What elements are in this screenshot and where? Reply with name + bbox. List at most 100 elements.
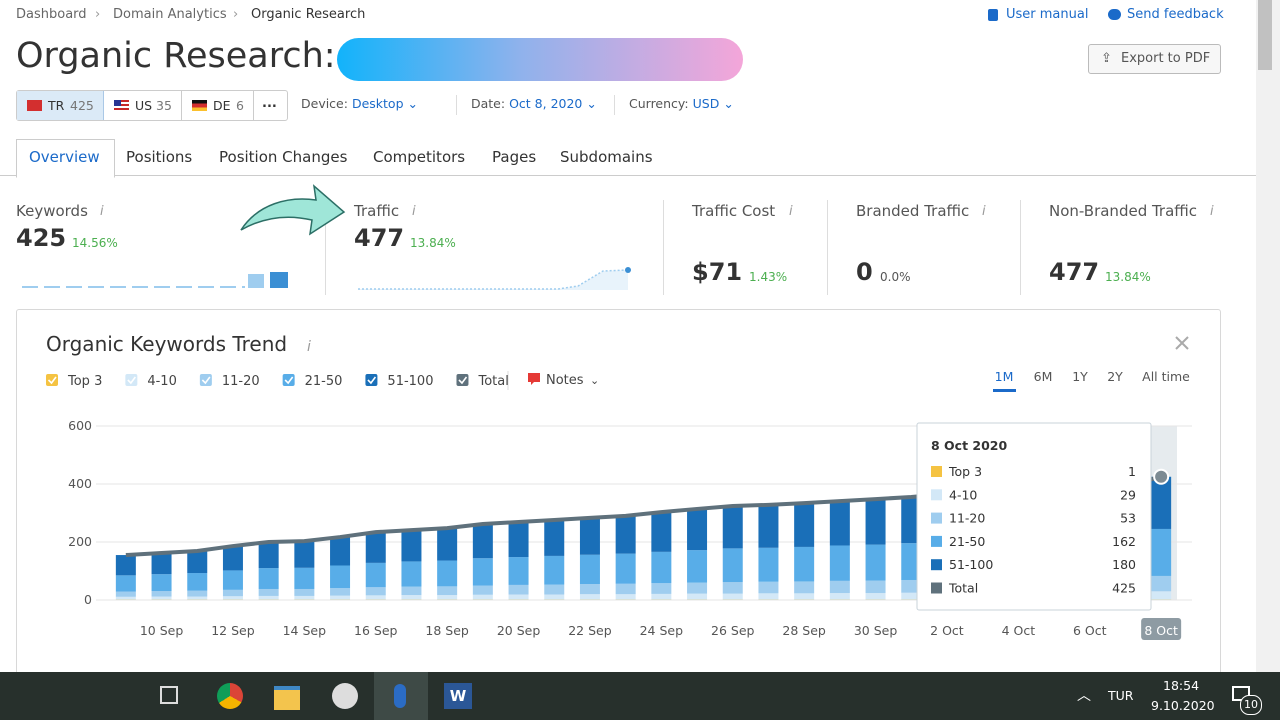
currency-filter[interactable]: Currency: USD ⌄: [629, 96, 734, 111]
bar-segment: [222, 570, 243, 590]
period-button[interactable]: All time: [1142, 369, 1190, 384]
db-de[interactable]: DE 6: [182, 91, 254, 120]
period-button[interactable]: 6M: [1034, 369, 1053, 384]
bar-segment: [294, 588, 315, 596]
info-icon[interactable]: i: [1210, 204, 1214, 219]
bar-segment: [437, 595, 458, 600]
tray-arrow[interactable]: ︿: [1077, 688, 1091, 704]
date-filter[interactable]: Date: Oct 8, 2020 ⌄: [471, 96, 597, 111]
clock-time[interactable]: 18:54: [1163, 678, 1200, 693]
metric-label: Branded Traffic: [856, 202, 970, 220]
notification-count: 10: [1240, 695, 1262, 715]
arrow-shape: [240, 184, 346, 236]
metric-label: Traffic: [354, 202, 400, 220]
legend-check: [458, 376, 468, 385]
legend-label[interactable]: Total: [477, 374, 508, 389]
bar-segment: [401, 561, 422, 587]
tab[interactable]: Competitors: [373, 148, 466, 166]
bar-segment: [365, 595, 386, 600]
task-view[interactable]: [160, 686, 178, 704]
notes-button[interactable]: Notes: [546, 373, 584, 388]
legend-label[interactable]: 51-100: [387, 374, 433, 389]
info-icon[interactable]: i: [982, 204, 986, 219]
tab[interactable]: Position Changes: [219, 148, 348, 166]
info-icon[interactable]: i: [412, 204, 416, 219]
x-tick-label: 14 Sep: [283, 623, 327, 638]
metric-change: 0.0%: [880, 270, 911, 284]
bar-segment: [401, 530, 422, 562]
x-tick-label: 2 Oct: [930, 623, 964, 638]
chrome-icon[interactable]: [217, 683, 243, 709]
tab[interactable]: Positions: [126, 148, 193, 166]
spark-bar: [248, 274, 264, 288]
period-underline: [993, 389, 1016, 392]
metric-label: Keywords: [16, 202, 88, 220]
tooltip: 8 Oct 2020 Top 3 1 4-10 29 11-20 53 21-50 162 51-…: [916, 422, 1152, 611]
tooltip-value: 29: [1120, 487, 1136, 502]
metric-label: Non-Branded Traffic: [1049, 202, 1198, 220]
x-tick-label: 8 Oct: [1144, 623, 1178, 638]
redacted-domain: [337, 38, 743, 81]
tab[interactable]: Pages: [492, 148, 537, 166]
tooltip-swatch: [931, 535, 942, 547]
app-icon[interactable]: [332, 683, 358, 709]
user-manual-link[interactable]: User manual: [1006, 7, 1089, 22]
word-icon[interactable]: W: [444, 683, 472, 709]
db-us[interactable]: US 35: [104, 91, 182, 120]
device-filter[interactable]: Device: Desktop ⌄: [301, 96, 418, 111]
bar-segment: [829, 580, 850, 594]
bar-segment: [187, 573, 208, 591]
app-icon: [394, 684, 406, 708]
flag: [114, 100, 129, 111]
language[interactable]: TUR: [1108, 688, 1134, 703]
legend-label[interactable]: 11-20: [222, 374, 260, 389]
bar-segment: [579, 594, 600, 600]
tooltip-label: Top 3: [948, 464, 982, 479]
bar-segment: [401, 595, 422, 600]
tab[interactable]: Subdomains: [560, 148, 653, 166]
info-icon[interactable]: i: [307, 339, 311, 355]
db-tr[interactable]: TR 425: [17, 91, 104, 120]
bar-segment: [222, 596, 243, 600]
legend-label[interactable]: 21-50: [305, 374, 343, 389]
info-icon[interactable]: i: [789, 204, 793, 219]
close-button[interactable]: [1175, 336, 1189, 350]
tooltip-label: 4-10: [949, 487, 977, 502]
bar-segment: [615, 583, 636, 595]
explorer-icon[interactable]: [274, 686, 300, 710]
legend-check: [127, 376, 136, 385]
bar-segment: [687, 508, 708, 551]
x-tick-label: 4 Oct: [1002, 623, 1036, 638]
filter-label: Device:: [301, 96, 348, 111]
flag-canton: [114, 100, 121, 106]
metric-value: 0: [856, 258, 873, 286]
tab[interactable]: Overview: [29, 148, 100, 166]
bar-segment: [687, 550, 708, 583]
notes-icon: [528, 373, 540, 385]
scroll-thumb[interactable]: [1258, 0, 1272, 70]
db-code: TR: [48, 98, 65, 113]
feedback-link[interactable]: Send feedback: [1127, 7, 1224, 22]
period-button[interactable]: 2Y: [1107, 369, 1123, 384]
tooltip-swatch: [931, 489, 942, 501]
breadcrumb[interactable]: Domain Analytics: [113, 7, 227, 22]
y-tick-label: 200: [68, 534, 92, 549]
info-icon[interactable]: i: [100, 204, 104, 219]
tooltip-value: 425: [1112, 581, 1136, 596]
active-app[interactable]: [374, 672, 428, 720]
clock-date[interactable]: 9.10.2020: [1151, 698, 1215, 713]
legend-label[interactable]: Top 3: [67, 374, 102, 389]
hover-point: [1153, 468, 1170, 485]
legend-checkbox: [125, 374, 138, 386]
filter-value: USD: [692, 96, 720, 111]
legend-label[interactable]: 4-10: [147, 374, 177, 389]
x-tick-label: 26 Sep: [711, 623, 755, 638]
export-label: Export to PDF: [1121, 51, 1211, 66]
export-button[interactable]: ⇪ Export to PDF: [1088, 44, 1221, 74]
x-tick-label: 30 Sep: [854, 623, 898, 638]
db-more[interactable]: ...: [262, 96, 277, 111]
breadcrumb[interactable]: Dashboard: [16, 7, 87, 22]
period-button[interactable]: 1Y: [1072, 369, 1088, 384]
bar-segment: [758, 593, 779, 600]
period-button[interactable]: 1M: [995, 369, 1014, 384]
